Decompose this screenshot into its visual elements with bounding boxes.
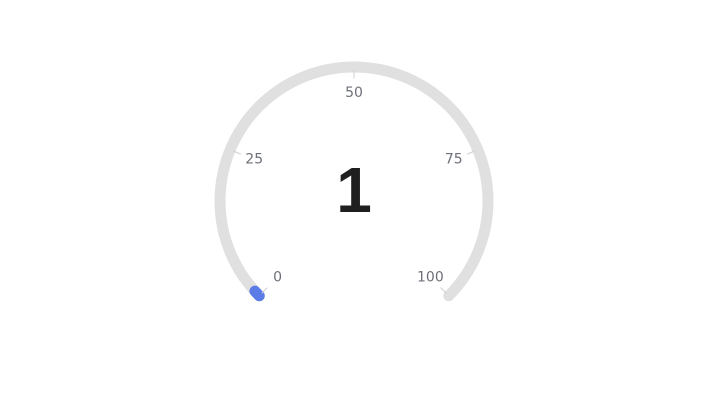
gauge-tick-label-25: 25 [245,152,263,168]
gauge-ticks [233,70,475,294]
gauge-track [214,61,494,302]
gauge-progress [249,285,265,302]
gauge-tick-label-75: 75 [445,152,463,168]
gauge-tick-100 [440,287,447,294]
gauge-value: 1 [336,154,372,226]
gauge-tick-labels: 0 25 50 75 100 [245,85,462,285]
gauge-tick-25 [233,150,242,155]
gauge-tick-label-0: 0 [273,269,282,285]
gauge-tick-label-100: 100 [417,269,444,285]
gauge-tick-label-50: 50 [345,85,363,101]
gauge-tick-75 [466,150,475,155]
gauge-tick-0 [261,287,268,294]
